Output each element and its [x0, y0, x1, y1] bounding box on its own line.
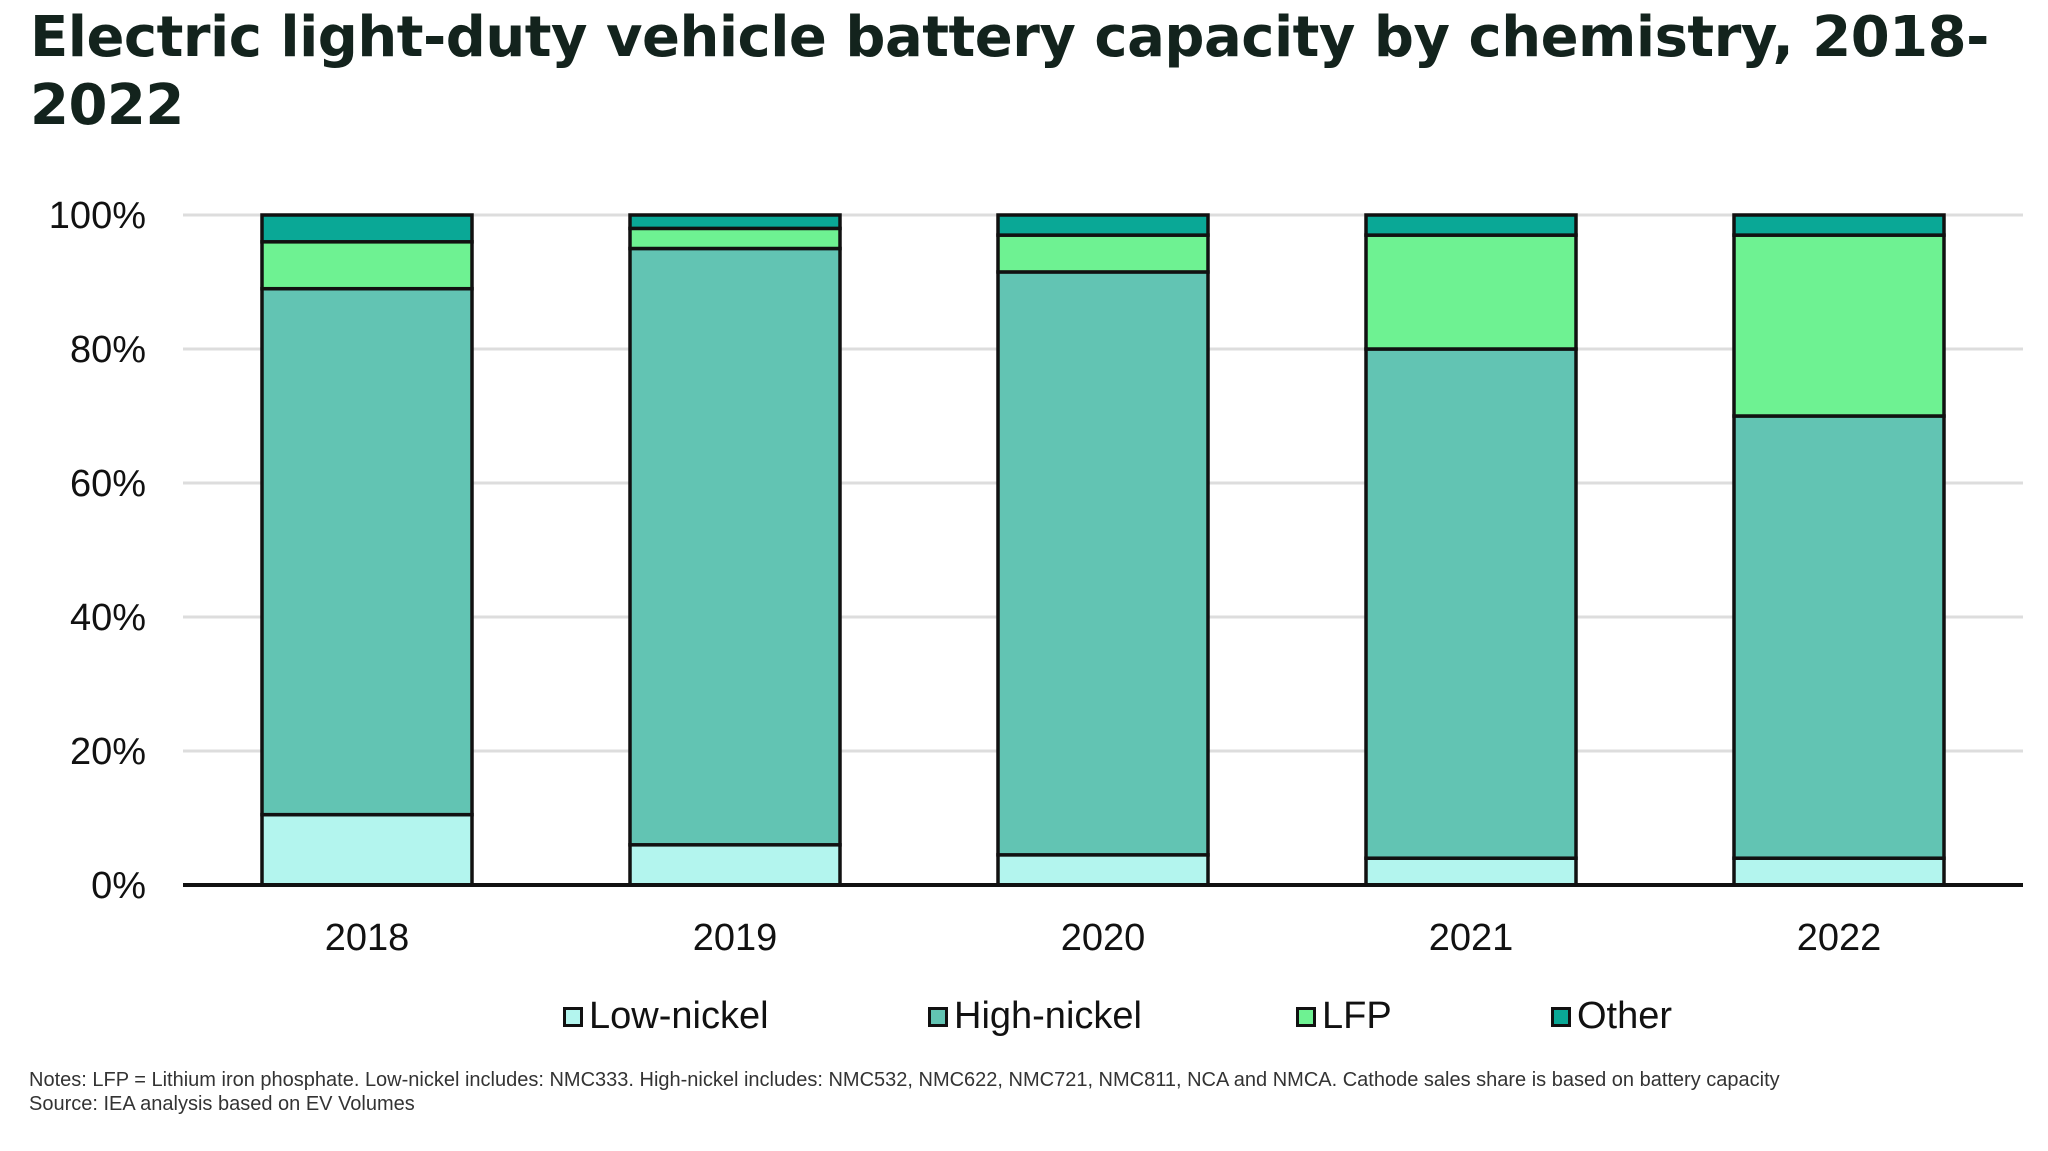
bar-segment-other: [260, 213, 474, 244]
chart-legend: Low-nickel High-nickel LFP Other: [0, 995, 2048, 1055]
bar-segment-high-nickel: [1364, 347, 1578, 860]
y-tick-label: 80%: [70, 329, 146, 371]
bar-segment-other: [996, 213, 1210, 237]
y-tick-label: 100%: [49, 195, 146, 237]
bar-segment-high-nickel: [260, 286, 474, 817]
source-text: Source: IEA analysis based on EV Volumes: [29, 1093, 415, 1115]
x-tick-label: 2021: [1429, 917, 1514, 959]
y-tick-label: 40%: [70, 597, 146, 639]
bars: [260, 213, 1946, 887]
bar-segment-other: [1732, 213, 1946, 237]
legend-swatch: [1551, 1006, 1571, 1027]
bar-segment-lfp: [260, 240, 474, 291]
x-tick-label: 2022: [1797, 917, 1882, 959]
bar-segment-low-nickel: [1364, 856, 1578, 887]
x-axis-ticks: 2018 2019 2020 2021 2022: [325, 917, 1882, 959]
bar-segment-high-nickel: [1732, 414, 1946, 860]
bar-segment-high-nickel: [628, 246, 842, 847]
legend-swatch: [928, 1006, 948, 1027]
bar-segment-other: [1364, 213, 1578, 237]
legend-label: Low-nickel: [589, 995, 769, 1037]
legend-item: LFP: [1296, 995, 1392, 1038]
x-tick-label: 2019: [693, 917, 778, 959]
legend-label: LFP: [1322, 995, 1392, 1037]
legend-item: Other: [1551, 995, 1672, 1038]
legend-label: High-nickel: [954, 995, 1142, 1037]
legend-swatch: [1296, 1006, 1316, 1027]
y-tick-label: 0%: [91, 865, 146, 907]
y-tick-label: 60%: [70, 463, 146, 505]
bar-segment-lfp: [1732, 233, 1946, 418]
chart-notes: Notes: LFP = Lithium iron phosphate. Low…: [29, 1068, 2019, 1116]
legend-item: High-nickel: [928, 995, 1142, 1038]
chart-title: Electric light-duty vehicle battery capa…: [30, 5, 1989, 138]
y-axis-ticks: 0% 20% 40% 60% 80% 100%: [49, 195, 146, 907]
bar-segment-low-nickel: [260, 812, 474, 887]
bar-segment-other: [628, 213, 842, 231]
legend-item: Low-nickel: [563, 995, 769, 1038]
legend-swatch: [563, 1006, 583, 1027]
bar-segment-low-nickel: [1732, 856, 1946, 887]
x-tick-label: 2018: [325, 917, 410, 959]
y-tick-label: 20%: [70, 731, 146, 773]
bar-segment-lfp: [1364, 233, 1578, 351]
bar-segment-lfp: [628, 226, 842, 251]
bar-segment-low-nickel: [628, 843, 842, 887]
legend-label: Other: [1577, 995, 1673, 1037]
stacked-bar-chart: 0% 20% 40% 60% 80% 100% 2018 2019 2020 2021 2022: [49, 195, 2023, 959]
notes-text: Notes: LFP = Lithium iron phosphate. Low…: [29, 1069, 1780, 1091]
x-tick-label: 2020: [1061, 917, 1146, 959]
bar-segment-high-nickel: [996, 270, 1210, 857]
bar-segment-lfp: [996, 233, 1210, 274]
bar-segment-low-nickel: [996, 853, 1210, 887]
